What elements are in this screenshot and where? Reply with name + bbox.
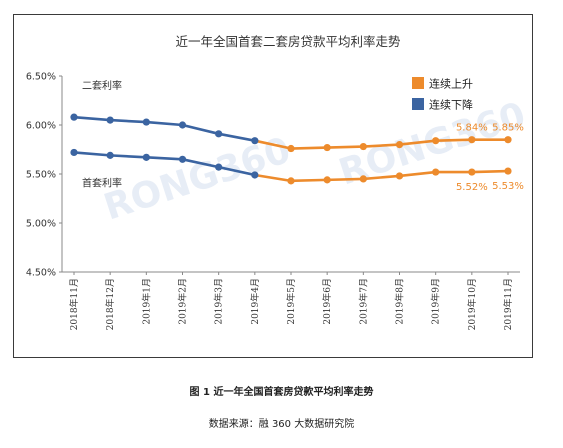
data-point [106, 151, 114, 159]
series-line-falling [73, 115, 256, 142]
series-lines [73, 115, 509, 183]
data-point [287, 177, 295, 185]
y-tick-label: 6.00% [26, 121, 56, 132]
data-point [106, 116, 114, 124]
legend-label: 连续上升 [429, 77, 473, 91]
data-point [432, 168, 440, 176]
data-point [215, 130, 223, 138]
data-point [251, 171, 259, 179]
data-point [359, 175, 367, 183]
series-label: 首套利率 [82, 176, 122, 189]
data-point [432, 137, 440, 145]
watermark: RONG360 [99, 130, 295, 229]
x-tick-label: 2019年5月 [285, 278, 297, 325]
data-point [287, 144, 295, 153]
y-tick-label: 4.50% [26, 268, 56, 279]
data-point [504, 167, 512, 175]
legend-swatch [412, 77, 424, 89]
x-tick-label: 2019年6月 [321, 278, 333, 325]
y-tick-label: 5.00% [26, 219, 56, 230]
x-tick-label: 2018年11月 [68, 278, 80, 330]
data-label: 5.84% [456, 123, 488, 134]
data-point [215, 163, 223, 171]
x-tick-label: 2019年9月 [430, 278, 442, 325]
x-tick-label: 2019年10月 [466, 278, 478, 330]
x-tick-label: 2019年4月 [249, 278, 261, 325]
data-label: 5.52% [456, 182, 488, 193]
chart-frame: 近一年全国首套二套房贷款平均利率走势 RONG360 RONG360 4.50% 5… [13, 14, 533, 358]
source-caption: 数据来源：融 360 大数据研究院 [208, 419, 355, 430]
data-point [323, 143, 331, 152]
x-tick-label: 2019年11月 [502, 278, 514, 330]
x-tick-label: 2018年12月 [104, 278, 116, 330]
data-point [468, 168, 476, 176]
data-point [504, 136, 512, 144]
x-tick-label: 2019年1月 [140, 278, 152, 325]
line-chart: 近一年全国首套二套房贷款平均利率走势 RONG360 RONG3604.50%5… [26, 34, 531, 330]
figure-caption: 图 1 近一年全国首套房贷款平均利率走势 [189, 387, 374, 398]
chart-title: 近一年全国首套二套房贷款平均利率走势 [175, 34, 401, 49]
x-tick-label: 2019年7月 [357, 278, 369, 325]
data-point [395, 141, 404, 149]
legend-label: 连续下降 [429, 98, 473, 112]
axes: 4.50% 5.00% 5.50% 6.00% 6.50% 2018年11月 2018年12… [26, 72, 520, 330]
x-tick-label: 2019年2月 [177, 278, 189, 325]
data-point [142, 153, 150, 161]
series-label: 二套利率 [82, 79, 122, 92]
data-labels: 5.84% 5.85% 5.52% 5.53% [456, 123, 524, 193]
series-line-falling [73, 151, 256, 177]
y-tick-label: 5.50% [26, 170, 56, 181]
data-point [323, 176, 331, 184]
data-label: 5.85% [492, 123, 524, 134]
series-line-rising [254, 169, 509, 183]
data-point [468, 136, 476, 144]
data-label: 5.53% [492, 181, 524, 192]
data-point [178, 121, 187, 129]
legend-swatch [412, 98, 424, 110]
data-point [395, 172, 404, 180]
x-tick-label: 2019年8月 [394, 278, 406, 325]
series-line-rising [254, 138, 508, 150]
data-point [70, 113, 78, 121]
data-point [251, 137, 259, 145]
data-point [359, 142, 367, 151]
x-tick-label: 2019年3月 [213, 278, 225, 325]
series-points [70, 113, 512, 185]
data-point [178, 155, 187, 163]
y-tick-label: 6.50% [26, 72, 56, 83]
data-point [142, 118, 150, 126]
data-point [70, 148, 78, 157]
